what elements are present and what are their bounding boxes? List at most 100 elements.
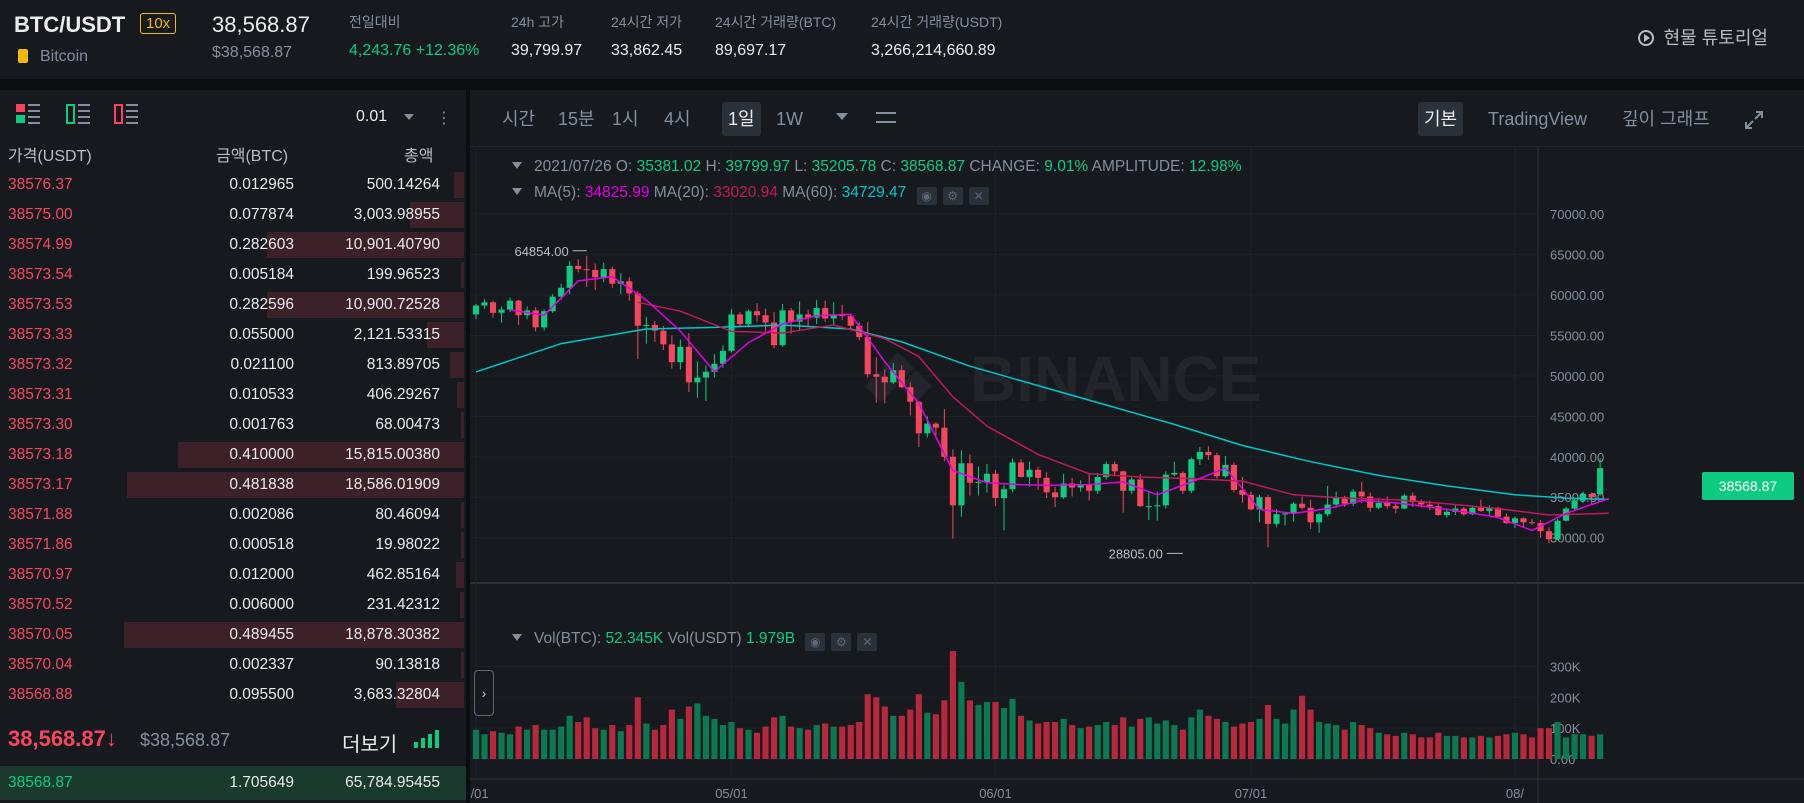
ask-amount: 0.012965: [229, 176, 294, 193]
volume-bar: [1026, 720, 1033, 759]
interval-1d[interactable]: 1일: [722, 102, 761, 136]
volume-bar: [1222, 721, 1229, 759]
collapse-triangle-icon[interactable]: [512, 188, 522, 195]
base-asset-label: Bitcoin: [40, 48, 89, 65]
volume-bar: [634, 697, 641, 759]
depth-bar: [460, 652, 464, 678]
gear-icon[interactable]: ⚙: [942, 187, 963, 205]
ask-row[interactable]: 38573.53 0.282596 10,900.72528: [0, 290, 466, 320]
candle-body: [719, 350, 727, 364]
precision-select[interactable]: 0.01: [356, 108, 388, 125]
interval-15m[interactable]: 15분: [558, 109, 595, 129]
more-options-icon[interactable]: ⋮: [436, 110, 452, 127]
chevron-down-icon[interactable]: [404, 114, 414, 120]
asks-only-view-icon[interactable]: [114, 104, 138, 124]
candle-body: [924, 423, 931, 434]
candle-body: [1435, 506, 1442, 516]
indicator-settings-icon[interactable]: [876, 108, 896, 128]
candle-body: [541, 311, 548, 328]
depth-bar: [460, 412, 464, 438]
leverage-badge[interactable]: 10x: [140, 13, 177, 34]
interval-time[interactable]: 시간: [502, 109, 536, 129]
depth-bar: [460, 532, 464, 558]
ask-row[interactable]: 38573.32 0.021100 813.89705: [0, 350, 466, 380]
ask-row[interactable]: 38570.97 0.012000 462.85164: [0, 560, 466, 590]
stat-value: 39,799.97: [511, 42, 583, 59]
vol-btc-label: Vol(BTC):: [534, 630, 602, 647]
candle-body: [515, 300, 522, 316]
fullscreen-icon[interactable]: [1744, 110, 1764, 130]
bids-only-view-icon[interactable]: [66, 104, 90, 124]
interval-4h[interactable]: 4시: [664, 109, 691, 129]
ask-price: 38573.17: [8, 476, 73, 493]
candle-body: [1017, 462, 1025, 478]
candle-body: [1316, 514, 1323, 523]
candle-body: [1086, 484, 1093, 491]
ask-row[interactable]: 38571.88 0.002086 80.46094: [0, 500, 466, 530]
close-icon[interactable]: ✕: [968, 187, 989, 205]
open-value: 35381.02: [636, 158, 702, 175]
price-tick-label: 40000.00: [1550, 450, 1604, 465]
ask-row[interactable]: 38568.88 0.095500 3,683.32804: [0, 680, 466, 710]
stat-label: 전일대비: [349, 14, 401, 30]
candle-body: [1222, 464, 1229, 477]
ask-row[interactable]: 38574.99 0.282603 10,901.40790: [0, 230, 466, 260]
candle-body: [694, 377, 701, 383]
candle-body: [1060, 483, 1067, 498]
view-depth-chart[interactable]: 깊이 그래프: [1622, 109, 1710, 129]
volume-bar: [1034, 723, 1042, 759]
volume-bar: [1171, 725, 1178, 759]
ask-row[interactable]: 38570.52 0.006000 231.42312: [0, 590, 466, 620]
ask-row[interactable]: 38575.00 0.077874 3,003.98955: [0, 200, 466, 230]
stat-label: 24시간 거래량(BTC): [715, 14, 837, 30]
eye-icon[interactable]: ◉: [805, 633, 826, 651]
gear-icon[interactable]: ⚙: [831, 633, 852, 651]
ask-price: 38570.97: [8, 566, 73, 583]
close-icon[interactable]: ✕: [857, 633, 878, 651]
stat-volume-usdt: 24시간 거래량(USDT) 3,266,214,660.89: [871, 12, 1002, 60]
symbol-title[interactable]: BTC/USDT: [14, 12, 126, 37]
volume-bar: [677, 718, 684, 759]
depth-bar: [460, 262, 464, 288]
chevron-right-icon[interactable]: ›: [474, 670, 494, 716]
signal-bars-icon[interactable]: [414, 730, 440, 748]
volume-bar: [1350, 721, 1357, 759]
collapse-triangle-icon[interactable]: [512, 634, 522, 641]
ask-row[interactable]: 38573.17 0.481838 18,586.01909: [0, 470, 466, 500]
ask-row[interactable]: 38573.18 0.410000 15,815.00380: [0, 440, 466, 470]
eye-icon[interactable]: ◉: [916, 187, 937, 205]
candlestick-chart[interactable]: 70000.00 65000.00 60000.00 55000.00 50000.00…: [470, 146, 1804, 803]
ask-total: 2,121.53315: [353, 326, 440, 343]
collapse-triangle-icon[interactable]: [512, 162, 522, 169]
ask-row[interactable]: 38576.37 0.012965 500.14264: [0, 170, 466, 200]
ask-row[interactable]: 38573.33 0.055000 2,121.53315: [0, 320, 466, 350]
candle-body: [668, 344, 675, 363]
ask-row[interactable]: 38573.54 0.005184 199.96523: [0, 260, 466, 290]
ask-row[interactable]: 38571.86 0.000518 19.98022: [0, 530, 466, 560]
ask-row[interactable]: 38570.05 0.489455 18,878.30382: [0, 620, 466, 650]
candle-body: [1528, 522, 1536, 524]
volume-bar: [1511, 732, 1519, 759]
view-basic[interactable]: 기본: [1418, 102, 1464, 136]
ask-amount: 0.012000: [229, 566, 294, 583]
play-circle-icon: [1637, 30, 1654, 46]
ask-total: 80.46094: [375, 506, 440, 523]
chart-background: [470, 146, 1804, 803]
both-sides-view-icon[interactable]: [16, 104, 40, 124]
ask-row[interactable]: 38573.30 0.001763 68.00473: [0, 410, 466, 440]
ask-amount: 0.410000: [229, 446, 294, 463]
bid-row[interactable]: 38568.87 1.705649 65,784.95455: [0, 766, 466, 800]
volume-bar: [1392, 735, 1399, 759]
interval-1h[interactable]: 1시: [612, 109, 639, 129]
price-tick-label: 70000.00: [1550, 207, 1604, 222]
ask-row[interactable]: 38570.04 0.002337 90.13818: [0, 650, 466, 680]
ask-row[interactable]: 38573.31 0.010533 406.29267: [0, 380, 466, 410]
interval-1w[interactable]: 1W: [776, 109, 803, 129]
chevron-down-icon[interactable]: [836, 113, 848, 120]
candle-body: [779, 310, 786, 346]
view-tradingview[interactable]: TradingView: [1488, 109, 1588, 129]
volume-bar: [1145, 717, 1152, 759]
ask-total: 3,003.98955: [353, 206, 440, 223]
spot-tutorial-link[interactable]: 현물 튜토리얼: [1637, 24, 1768, 50]
more-button[interactable]: 더보기: [342, 734, 398, 756]
